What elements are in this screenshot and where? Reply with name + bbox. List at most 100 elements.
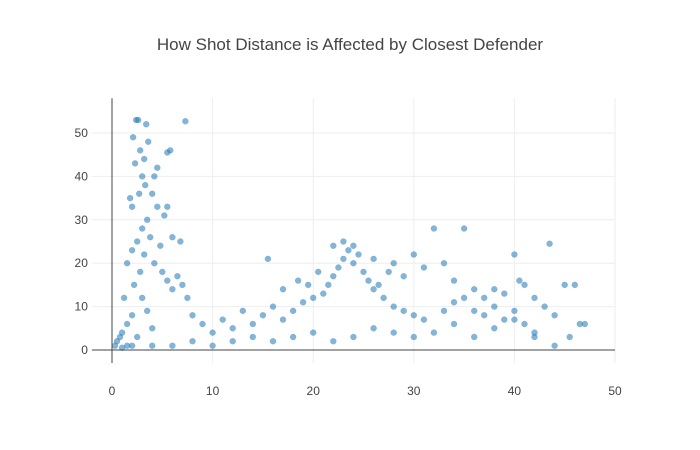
scatter-point (450, 299, 458, 306)
scatter-point (138, 173, 146, 180)
scatter-point (259, 312, 267, 319)
scatter-point (239, 307, 247, 315)
scatter-point (335, 264, 342, 271)
scatter-point (340, 255, 347, 263)
scatter-point (111, 342, 119, 349)
scatter-point (136, 147, 144, 154)
scatter-point (189, 338, 196, 345)
scatter-point (546, 240, 553, 247)
scatter-point (390, 329, 397, 336)
scatter-point (541, 303, 548, 310)
scatter-point (309, 329, 317, 336)
scatter-point (164, 203, 171, 211)
scatter-point (209, 342, 216, 349)
scatter-point (521, 281, 528, 289)
scatter-point (304, 281, 312, 289)
scatter-point (480, 294, 488, 302)
scatter-point (450, 320, 458, 328)
scatter-point (571, 281, 579, 289)
scatter-point (561, 281, 568, 289)
scatter-point (179, 281, 186, 289)
scatter-point (551, 312, 558, 319)
scatter-point (350, 259, 357, 267)
scatter-point (309, 294, 317, 302)
scatter-point (340, 238, 347, 245)
scatter-point (189, 312, 196, 319)
scatter-point (148, 342, 156, 349)
scatter-point (177, 238, 184, 245)
axes (91, 98, 615, 364)
scatter-point (279, 316, 287, 323)
scatter-point (138, 225, 146, 232)
scatter-point (144, 138, 152, 145)
scatter-point (159, 268, 166, 276)
scatter-point (140, 155, 148, 163)
scatter-point (157, 242, 164, 250)
x-tick-label: 10 (206, 384, 220, 398)
scatter-point (400, 272, 407, 280)
gridlines (91, 98, 616, 364)
chart-title: How Shot Distance is Affected by Closest… (156, 35, 544, 54)
scatter-point (325, 281, 332, 289)
scatter-point (138, 294, 146, 302)
scatter-point (410, 312, 418, 319)
scatter-point (154, 203, 161, 211)
scatter-point (279, 285, 287, 293)
scatter-point (410, 333, 418, 341)
y-tick-label: 40 (75, 169, 89, 183)
x-tick-label: 40 (508, 384, 522, 398)
scatter-point (360, 268, 367, 276)
scatter-point (143, 307, 151, 315)
scatter-point (511, 316, 518, 323)
scatter-point (375, 281, 382, 289)
scatter-point (123, 320, 131, 328)
scatter-point (135, 190, 143, 198)
scatter-point (400, 307, 407, 315)
scatter-point (390, 303, 397, 310)
scatter-point (142, 121, 150, 128)
scatter-point (249, 320, 257, 328)
scatter-point (440, 307, 448, 315)
scatter-point (330, 272, 337, 280)
scatter-point (151, 259, 158, 267)
scatter-point (182, 118, 189, 125)
scatter-point (169, 233, 176, 241)
x-tick-label: 50 (608, 384, 622, 398)
scatter-point (511, 307, 518, 315)
scatter-point (511, 251, 518, 258)
scatter-point (148, 190, 156, 198)
scatter-point (289, 307, 297, 315)
y-tick-label: 20 (75, 256, 89, 270)
scatter-point (289, 333, 297, 341)
scatter-point (143, 216, 151, 224)
scatter-point (330, 338, 337, 345)
scatter-point (380, 294, 387, 302)
scatter-point (134, 116, 142, 124)
scatter-point (355, 251, 362, 258)
scatter-point (229, 338, 236, 345)
scatter-point (120, 294, 128, 302)
scatter-point (264, 255, 272, 263)
scatter-point (420, 264, 428, 271)
scatter-point (521, 320, 528, 328)
scatter-point (314, 268, 322, 276)
scatter-point (420, 316, 428, 323)
y-tick-label: 10 (75, 300, 89, 314)
scatter-point (385, 268, 392, 276)
scatter-point (551, 342, 558, 349)
scatter-point (130, 281, 138, 289)
scatter-point (370, 285, 377, 293)
scatter-point (148, 325, 156, 332)
scatter-point (566, 333, 573, 341)
scatter-point (350, 333, 357, 341)
scatter-point (370, 255, 377, 263)
scatter-point (460, 225, 468, 232)
scatter-point (146, 233, 154, 241)
scatter-point (169, 342, 176, 349)
scatter-point (516, 277, 523, 284)
scatter-point (133, 333, 141, 341)
scatter-point (151, 173, 158, 180)
scatter-point (370, 325, 377, 332)
scatter-point (199, 320, 206, 328)
